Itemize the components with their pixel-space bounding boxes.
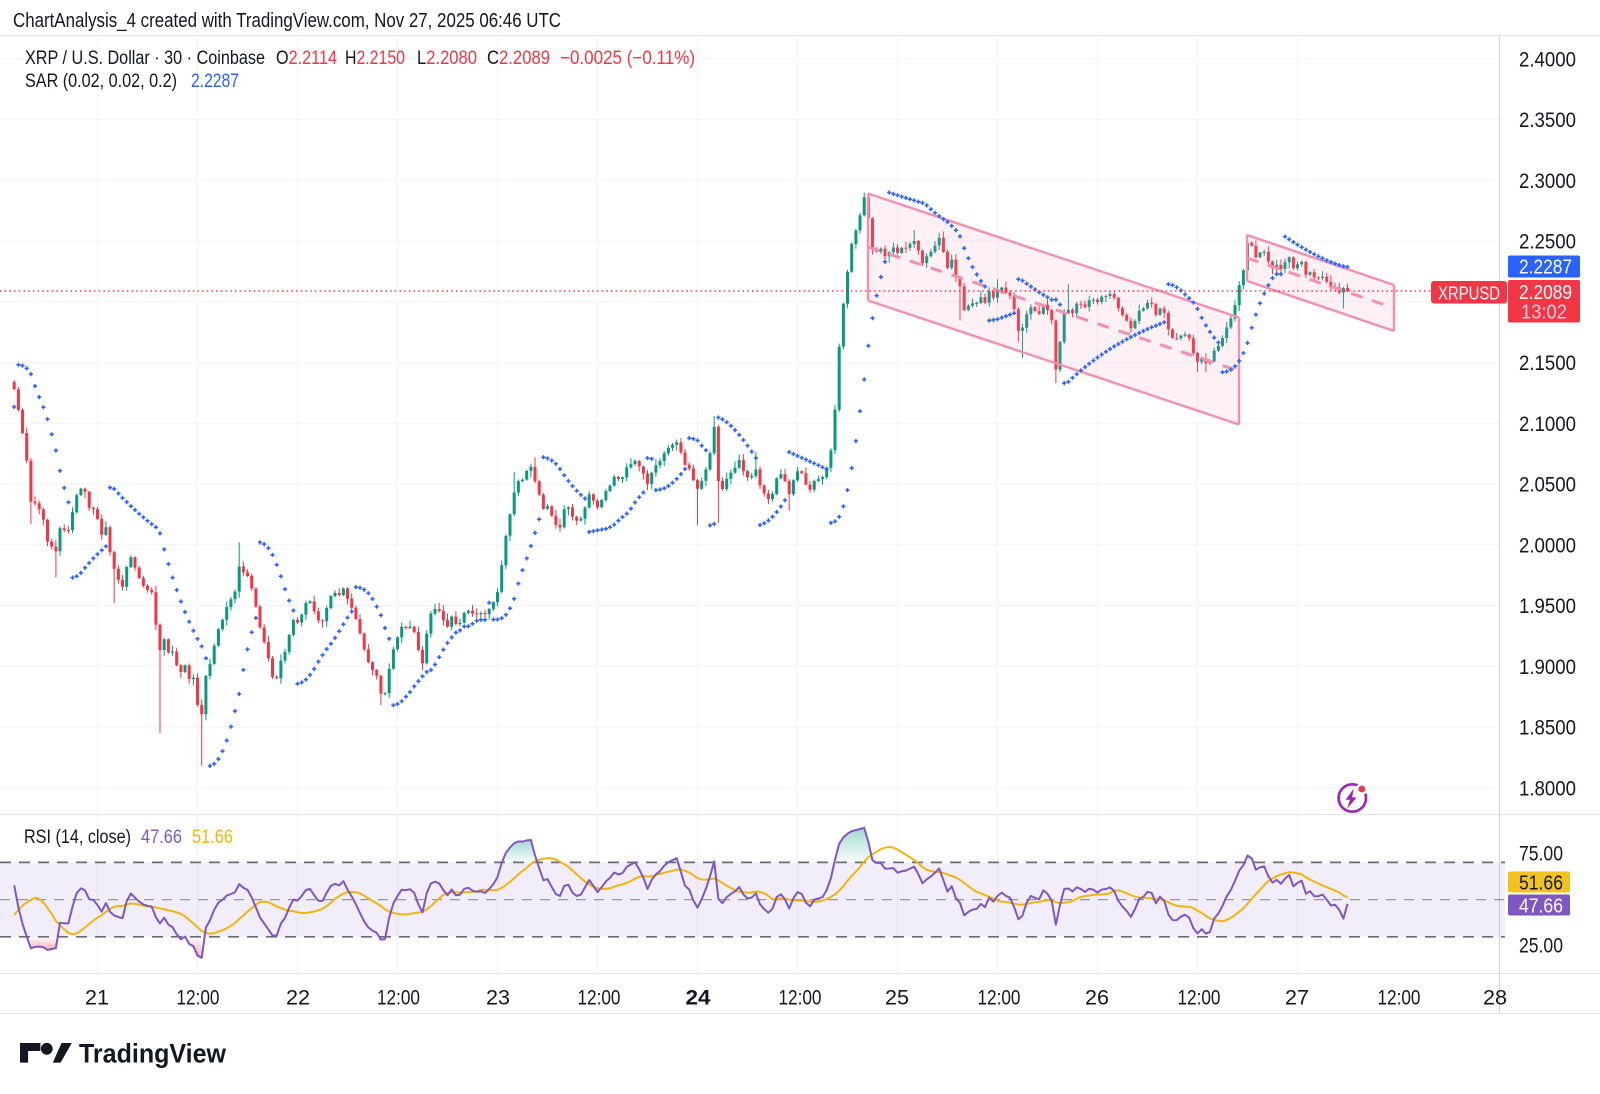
svg-text:2.2500: 2.2500 xyxy=(1519,231,1576,254)
svg-text:SAR (0.02, 0.02, 0.2): SAR (0.02, 0.02, 0.2) xyxy=(25,71,177,92)
svg-text:1.9000: 1.9000 xyxy=(1519,656,1576,679)
svg-text:C2.2089: C2.2089 xyxy=(487,48,550,69)
svg-text:XRPUSD: XRPUSD xyxy=(1438,284,1500,304)
svg-text:21: 21 xyxy=(85,987,109,1010)
svg-text:12:00: 12:00 xyxy=(1378,987,1421,1010)
svg-text:25: 25 xyxy=(885,987,909,1010)
svg-text:1.8500: 1.8500 xyxy=(1519,717,1576,740)
svg-text:26: 26 xyxy=(1085,987,1109,1010)
svg-text:47.66: 47.66 xyxy=(1519,896,1563,918)
svg-text:22: 22 xyxy=(286,987,310,1010)
svg-text:L2.2080: L2.2080 xyxy=(417,48,477,69)
svg-text:51.66: 51.66 xyxy=(1519,873,1563,895)
svg-text:H2.2150: H2.2150 xyxy=(345,48,405,69)
svg-text:28: 28 xyxy=(1483,987,1507,1010)
svg-text:12:00: 12:00 xyxy=(377,987,420,1010)
svg-text:75.00: 75.00 xyxy=(1519,843,1563,866)
svg-text:25.00: 25.00 xyxy=(1519,935,1563,958)
svg-text:27: 27 xyxy=(1285,987,1309,1010)
svg-text:2.0000: 2.0000 xyxy=(1519,534,1576,557)
svg-text:51.66: 51.66 xyxy=(192,827,233,848)
svg-text:XRP / U.S. Dollar · 30 · Coinb: XRP / U.S. Dollar · 30 · Coinbase xyxy=(25,48,265,69)
svg-text:12:00: 12:00 xyxy=(1178,987,1221,1010)
svg-text:ChartAnalysis_4 created with T: ChartAnalysis_4 created with TradingView… xyxy=(13,10,561,32)
svg-text:12:00: 12:00 xyxy=(779,987,822,1010)
svg-text:2.3000: 2.3000 xyxy=(1519,170,1576,193)
svg-text:12:00: 12:00 xyxy=(978,987,1021,1010)
svg-text:1.8000: 1.8000 xyxy=(1519,777,1576,800)
svg-text:23: 23 xyxy=(486,987,510,1010)
svg-text:1.9500: 1.9500 xyxy=(1519,595,1576,618)
svg-text:TradingView: TradingView xyxy=(79,1039,226,1069)
svg-text:12:00: 12:00 xyxy=(177,987,220,1010)
svg-text:RSI (14, close): RSI (14, close) xyxy=(24,827,131,848)
svg-text:2.3500: 2.3500 xyxy=(1519,109,1576,132)
svg-text:2.0500: 2.0500 xyxy=(1519,474,1576,497)
svg-text:2.4000: 2.4000 xyxy=(1519,48,1576,71)
svg-text:−0.0025 (−0.11%): −0.0025 (−0.11%) xyxy=(560,48,695,69)
svg-text:24: 24 xyxy=(686,987,711,1010)
svg-text:13:02: 13:02 xyxy=(1521,302,1567,324)
svg-text:2.1000: 2.1000 xyxy=(1519,413,1576,436)
svg-text:12:00: 12:00 xyxy=(578,987,621,1010)
svg-text:2.1500: 2.1500 xyxy=(1519,352,1576,375)
svg-text:47.66: 47.66 xyxy=(141,827,182,848)
svg-text:2.2287: 2.2287 xyxy=(191,71,239,92)
svg-text:2.2287: 2.2287 xyxy=(1519,257,1572,279)
svg-text:O2.2114: O2.2114 xyxy=(276,48,337,69)
svg-text:2.2089: 2.2089 xyxy=(1519,282,1572,304)
